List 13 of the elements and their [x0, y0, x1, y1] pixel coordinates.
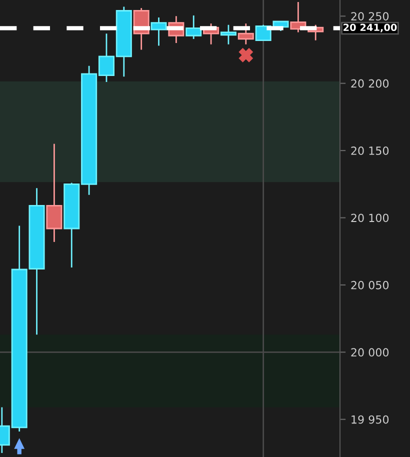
- candlestick: [220, 24, 236, 46]
- ref-line-label: 20 241,00: [344, 24, 397, 32]
- candlestick: [238, 22, 254, 46]
- candlestick: [186, 14, 202, 40]
- y-tick-label: 20 200: [351, 79, 389, 88]
- y-tick-label: 20 250: [351, 12, 389, 21]
- candlestick: [46, 143, 62, 243]
- y-tick-label: 20 100: [351, 214, 389, 222]
- y-tick-label: 20 150: [351, 146, 389, 155]
- y-tick-label: 19 950: [352, 415, 389, 424]
- y-tick-label: 20 000: [351, 348, 389, 357]
- y-tick-label: 20 050: [351, 280, 389, 290]
- candlestick: [150, 16, 167, 46]
